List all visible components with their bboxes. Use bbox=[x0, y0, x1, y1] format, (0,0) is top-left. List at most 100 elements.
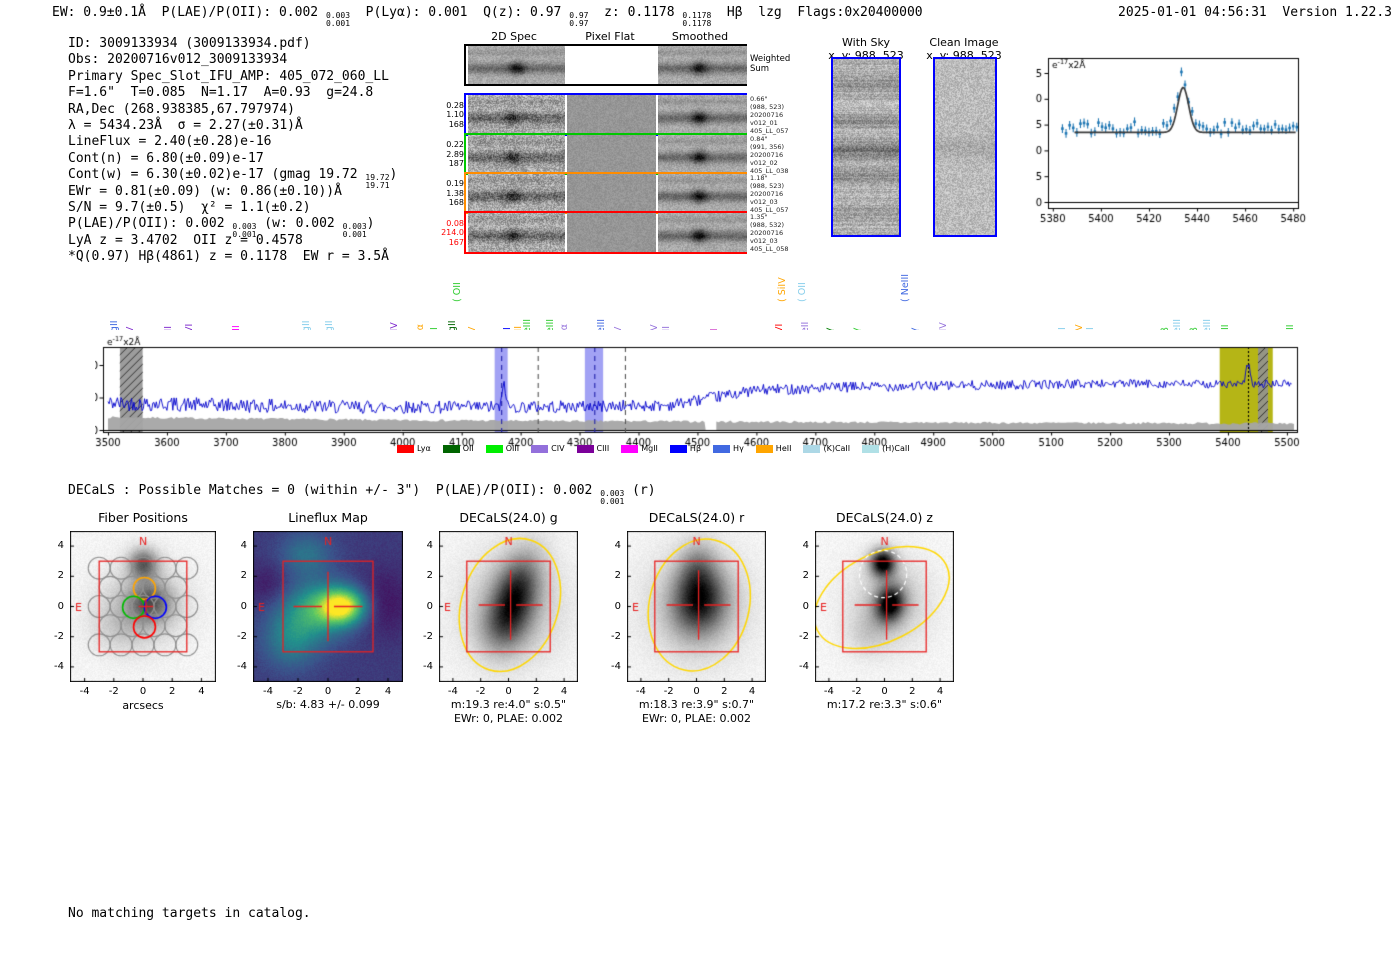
right-label-line: (988, 523) bbox=[750, 103, 785, 111]
header-datetime-version: 2025-01-01 04:56:31 Version 1.22.3 bbox=[1118, 5, 1392, 20]
legend-swatch bbox=[621, 444, 639, 453]
xtick-label: -4 bbox=[635, 686, 646, 697]
ytick-label: 4 bbox=[426, 540, 433, 552]
ytick-label: 0 bbox=[57, 600, 64, 612]
spec2d-cell-r4c2 bbox=[658, 213, 747, 252]
legend-label: Lyα bbox=[417, 444, 431, 453]
frac-sup: 19.72 bbox=[365, 173, 390, 183]
xtick-label: 0 bbox=[505, 686, 512, 697]
info-line-11: S/N = 9.7(±0.5) χ² = 1.1(±0.2) bbox=[68, 200, 397, 216]
left-label-line: 187 bbox=[448, 159, 464, 168]
spacer bbox=[1267, 5, 1283, 20]
frac-sup: 0.003 bbox=[600, 489, 625, 498]
cutout-title-lineflux: Lineflux Map bbox=[288, 510, 368, 525]
text-run: λ = 5434.23Å σ = 2.27(±0.31)Å bbox=[68, 117, 303, 133]
clean-border bbox=[933, 57, 997, 237]
xtick-label: -2 bbox=[108, 686, 119, 697]
spec2d-cell-r3c2 bbox=[658, 174, 747, 212]
left-label-line: 0.19 bbox=[446, 179, 464, 188]
cutout-title-r: DECaLS(24.0) r bbox=[648, 510, 745, 525]
legend-item-(K)CaII: (K)CaII bbox=[803, 444, 850, 453]
right-label-line: 405_LL_057 bbox=[750, 206, 789, 214]
right-label-line: v012_03 bbox=[750, 237, 778, 245]
cutout-caption-g-1: EWr: 0, PLAE: 0.002 bbox=[453, 712, 564, 725]
spec2d-left-label-3: 0.19 1.38 168 bbox=[440, 179, 464, 208]
legend-swatch bbox=[803, 444, 821, 453]
spec2d-col-title-3: Smoothed bbox=[671, 30, 729, 43]
spectral-line-label-oii-25: ( OII bbox=[796, 282, 808, 302]
text-run: EW: 0.9±0.1Å P(LAE)/P(OII): 0.002 bbox=[52, 5, 326, 20]
xtick-label: -4 bbox=[823, 686, 834, 697]
xtick-label: 0 bbox=[881, 686, 888, 697]
xtick-label: 2 bbox=[533, 686, 540, 697]
spec2d-cell-r1c1 bbox=[567, 95, 656, 134]
ytick-label: 4 bbox=[57, 540, 64, 552]
spec2d-cell-r2c2 bbox=[658, 135, 747, 173]
spec2d-cell-r3c1 bbox=[567, 174, 656, 212]
right-label-line: v012_02 bbox=[750, 159, 778, 167]
spec2d-col-title-2: Pixel Flat bbox=[585, 30, 635, 43]
right-label-line: 20200716 bbox=[750, 151, 784, 159]
legend-swatch bbox=[862, 444, 880, 453]
ytick-label: 2 bbox=[802, 570, 809, 582]
decals-match-summary: DECaLS : Possible Matches = 0 (within +/… bbox=[68, 483, 656, 506]
ytick-label: -4 bbox=[54, 660, 64, 672]
info-line-13: LyA z = 3.4702 OII z = 0.4578 bbox=[68, 233, 397, 249]
ytick-label: 4 bbox=[614, 540, 621, 552]
legend-item-MgII: MgII bbox=[621, 444, 658, 453]
cutout-xlabel-fiber: arcsecs bbox=[122, 699, 164, 712]
frac-sub: 0.1178 bbox=[682, 19, 712, 28]
spec2d-cell-r1c2 bbox=[658, 95, 747, 134]
spec2d-right-label-3: 1.18" (988, 523) 20200716 v012_03 405_LL_057 bbox=[750, 174, 812, 214]
ytick-label: 2 bbox=[426, 570, 433, 582]
ytick-label: 4 bbox=[240, 540, 247, 552]
info-line-5: RA,Dec (268.938385,67.797974) bbox=[68, 102, 397, 118]
legend-item-CIII: CIII bbox=[576, 444, 609, 453]
ytick-label: 4 bbox=[802, 540, 809, 552]
ytick-label: -4 bbox=[423, 660, 433, 672]
spec2d-cell-r0c0 bbox=[468, 46, 565, 84]
withsky-title-text: With Sky bbox=[842, 36, 890, 49]
spec2d-left-label-2: 0.22 2.89 187 bbox=[440, 140, 464, 169]
right-label-line: Sum bbox=[750, 64, 770, 74]
ytick-label: 0 bbox=[240, 600, 247, 612]
xtick-label: -4 bbox=[263, 686, 273, 697]
text-run: (r) bbox=[624, 483, 656, 498]
frac-sub: 0.001 bbox=[325, 19, 351, 28]
ytick-label: 2 bbox=[240, 570, 247, 582]
spec2d-col-title-1: 2D Spec bbox=[491, 30, 537, 43]
legend-label: HeII bbox=[775, 444, 792, 453]
info-line-9: Cont(w) = 6.30(±0.02)e-17 (gmag 19.72 19… bbox=[68, 167, 397, 190]
header-measurements: EW: 0.9±0.1Å P(LAE)/P(OII): 0.002 0.003 0… bbox=[52, 5, 923, 28]
stacked-fraction: 0.003 0.001 bbox=[343, 223, 367, 239]
legend-swatch bbox=[531, 444, 549, 453]
text-run: LyA z = 3.4702 OII z = 0.4578 bbox=[68, 232, 303, 248]
ytick-label: -2 bbox=[237, 630, 247, 642]
right-label-line: v012_01 bbox=[750, 119, 778, 127]
info-line-8: Cont(n) = 6.80(±0.09)e-17 bbox=[68, 151, 397, 167]
xtick-label: 2 bbox=[354, 686, 362, 697]
right-label-line: v012_03 bbox=[750, 198, 778, 206]
legend-swatch bbox=[713, 444, 731, 453]
right-label-line: 405_LL_038 bbox=[750, 167, 789, 175]
xtick-label: 4 bbox=[936, 686, 944, 697]
xtick-label: -2 bbox=[475, 686, 486, 697]
ytick-label: -4 bbox=[799, 660, 809, 672]
spectral-line-label-oii-11: ( OII bbox=[451, 282, 463, 302]
cutout-caption-r-0: m:18.3 re:3.9" s:0.7" bbox=[638, 698, 755, 711]
spectral-line-label-siiv-24: ( SiIV bbox=[776, 277, 788, 302]
frac-sub: 19.71 bbox=[365, 181, 390, 191]
xtick-label: 4 bbox=[560, 686, 568, 697]
cutout-caption-r-1: EWr: 0, PLAE: 0.002 bbox=[641, 712, 752, 725]
spec2d-cell-r3c0 bbox=[468, 174, 565, 212]
spectral-line-label-neiii-29: ( NeIII bbox=[899, 273, 911, 302]
legend-swatch bbox=[442, 444, 460, 453]
ytick-label: 2 bbox=[57, 570, 64, 582]
text-run: *Q(0.97) Hβ(4861) z = 0.1178 EW r = 3.5Å bbox=[68, 249, 389, 265]
text-run: z: 0.1178 bbox=[588, 5, 683, 20]
text-run: Primary Spec_Slot_IFU_AMP: 405_072_060_L… bbox=[68, 68, 389, 84]
ytick-label: 0 bbox=[802, 600, 809, 612]
detection-info-block: ID: 3009133934 (3009133934.pdf) Obs: 2020… bbox=[68, 36, 397, 265]
info-line-6: λ = 5434.23Å σ = 2.27(±0.31)Å bbox=[68, 118, 397, 134]
